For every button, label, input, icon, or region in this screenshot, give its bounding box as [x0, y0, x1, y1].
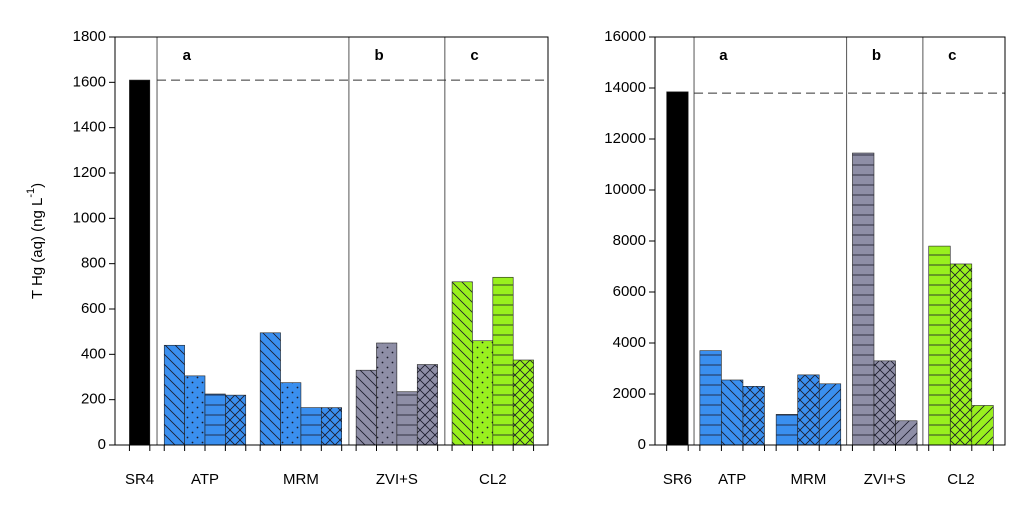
y-tick-label: 400 — [81, 345, 106, 362]
bar — [742, 386, 765, 446]
y-label-superscript: -1 — [25, 188, 37, 198]
y-tick-label: 600 — [81, 300, 106, 317]
group-annotation: b — [374, 47, 383, 64]
bar — [797, 374, 820, 446]
bar — [852, 152, 875, 446]
group-annotation: c — [470, 47, 478, 64]
group-annotation: c — [948, 47, 956, 64]
x-tick-label: CL2 — [479, 471, 507, 488]
bar — [895, 420, 918, 446]
bar — [129, 79, 151, 446]
group-annotation: a — [719, 47, 728, 64]
y-tick-label: 12000 — [604, 130, 646, 147]
bar — [184, 375, 206, 446]
bar — [873, 360, 896, 446]
bar — [300, 407, 322, 446]
bar — [512, 359, 534, 446]
y-tick-label: 1800 — [73, 28, 106, 45]
x-tick-label: ATP — [191, 471, 219, 488]
y-tick-label: 200 — [81, 391, 106, 408]
y-tick-label: 2000 — [613, 385, 646, 402]
y-tick-label: 8000 — [613, 232, 646, 249]
bar — [949, 263, 973, 446]
x-tick-label: ATP — [718, 471, 746, 488]
bar — [225, 394, 247, 446]
plot-frame — [114, 36, 549, 446]
plot-frame — [654, 36, 1006, 446]
y-tick-label: 1000 — [73, 209, 106, 226]
x-tick-label: MRM — [283, 471, 319, 488]
bar — [396, 391, 418, 446]
y-tick-label: 800 — [81, 255, 106, 272]
bar — [204, 393, 226, 446]
y-tick-label: 1200 — [73, 164, 106, 181]
x-tick-label: ZVI+S — [864, 471, 906, 488]
bar — [699, 350, 722, 446]
bar — [416, 364, 438, 446]
y-tick-label: 0 — [638, 436, 646, 453]
x-tick-label: MRM — [791, 471, 827, 488]
y-label-main: T Hg (aq) (ng L — [29, 198, 46, 299]
y-label-suffix: ) — [29, 183, 46, 188]
x-tick-label: CL2 — [947, 471, 975, 488]
y-tick-label: 1400 — [73, 119, 106, 136]
bar — [472, 340, 494, 446]
bar — [928, 245, 951, 446]
bar — [355, 369, 377, 446]
y-tick-label: 14000 — [604, 79, 646, 96]
bar — [451, 281, 473, 446]
bar — [666, 91, 689, 446]
y-tick-label: 4000 — [613, 334, 646, 351]
bar — [376, 342, 398, 446]
bar — [721, 379, 744, 446]
x-tick-label: SR4 — [125, 471, 154, 488]
y-tick-label: 6000 — [613, 283, 646, 300]
x-tick-label: ZVI+S — [376, 471, 418, 488]
bar — [259, 332, 281, 446]
bar — [971, 405, 994, 446]
group-annotation: b — [872, 47, 881, 64]
y-axis-label: T Hg (aq) (ng L-1) — [25, 183, 46, 299]
bar — [492, 276, 514, 446]
y-tick-label: 16000 — [604, 28, 646, 45]
group-annotation: a — [183, 47, 192, 64]
y-tick-label: 10000 — [604, 181, 646, 198]
bar — [321, 407, 342, 446]
bar — [818, 383, 842, 446]
y-tick-label: 1600 — [73, 73, 106, 90]
y-tick-label: 0 — [98, 436, 106, 453]
bar — [280, 382, 302, 446]
bar — [163, 344, 185, 446]
x-tick-label: SR6 — [663, 471, 692, 488]
bar — [775, 414, 798, 446]
